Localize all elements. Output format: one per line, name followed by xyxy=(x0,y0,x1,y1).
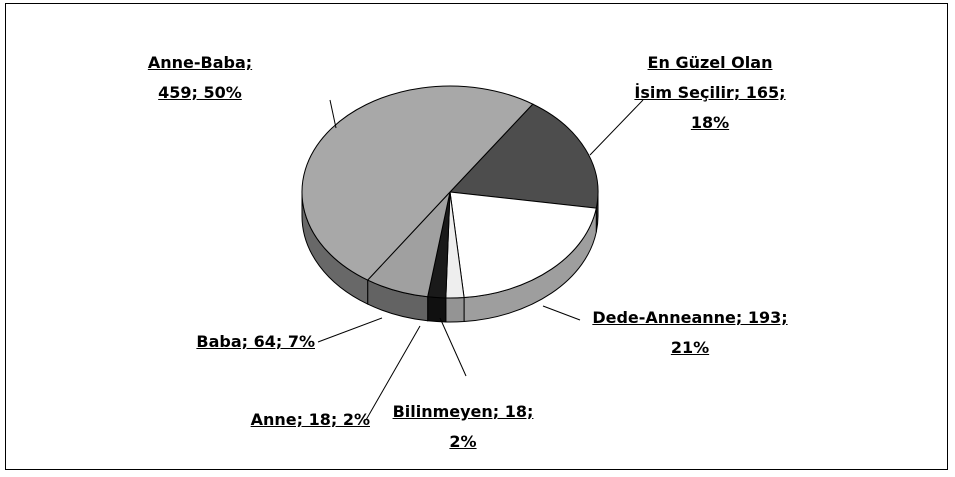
pie-slice xyxy=(449,191,597,299)
pie-slice-side xyxy=(445,296,465,323)
leader-line xyxy=(329,99,337,129)
pie-slice xyxy=(448,103,599,209)
data-label: Anne-Baba; 459; 50% xyxy=(147,53,253,102)
data-label: Anne; 18; 2% xyxy=(250,410,370,429)
pie-slice-side xyxy=(427,296,447,323)
leader-line xyxy=(365,325,421,421)
leader-line xyxy=(317,317,383,343)
data-label: Baba; 64; 7% xyxy=(196,332,315,351)
leader-line xyxy=(439,317,467,377)
leader-line xyxy=(589,99,644,156)
leader-line xyxy=(542,305,581,321)
pie-slice xyxy=(301,85,534,281)
data-label: Bilinmeyen; 18; 2% xyxy=(392,402,534,451)
data-label: Dede-Anneanne; 193; 21% xyxy=(592,308,788,357)
data-label: En Güzel Olan İsim Seçilir; 165; 18% xyxy=(634,53,786,132)
